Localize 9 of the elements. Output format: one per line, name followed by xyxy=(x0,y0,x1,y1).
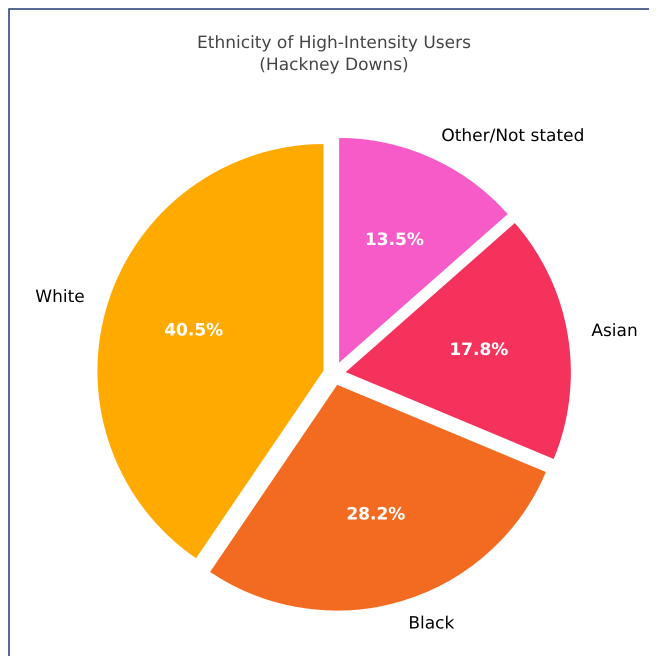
data-label: 13.5% xyxy=(364,230,424,250)
data-label: 40.5% xyxy=(164,320,224,340)
slice-label: White xyxy=(35,286,85,307)
chart-title: Ethnicity of High-Intensity Users (Hackney Downs) xyxy=(197,33,472,75)
data-label: 17.8% xyxy=(449,340,508,360)
slice-label: Black xyxy=(408,614,454,634)
data-label: 28.2% xyxy=(346,504,406,524)
slice-label: Other/Not stated xyxy=(441,126,584,146)
slice-label: Asian xyxy=(591,321,638,342)
